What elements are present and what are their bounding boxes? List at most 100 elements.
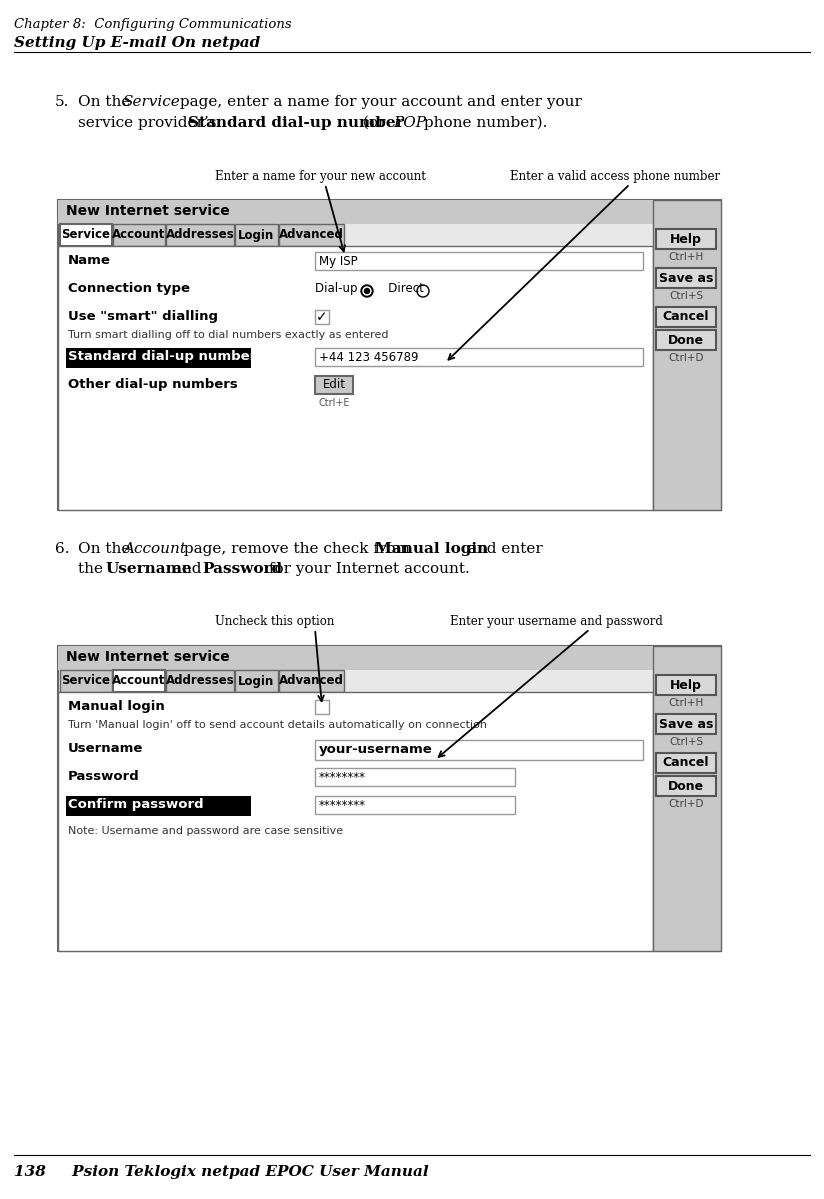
- Bar: [235, 224, 278, 246]
- Text: On the: On the: [78, 542, 135, 556]
- Text: POP: POP: [393, 116, 426, 129]
- Bar: [60, 670, 112, 692]
- Text: Ctrl+E: Ctrl+E: [319, 398, 350, 408]
- Text: phone number).: phone number).: [419, 116, 547, 131]
- Text: Advanced: Advanced: [279, 675, 344, 687]
- Text: (or: (or: [358, 116, 391, 129]
- Text: Standard dial-up number: Standard dial-up number: [188, 116, 404, 129]
- Text: and: and: [168, 562, 206, 576]
- Text: ********: ********: [319, 771, 366, 784]
- Text: Password: Password: [202, 562, 282, 576]
- Text: Name: Name: [68, 254, 111, 267]
- Text: Username: Username: [106, 562, 193, 576]
- Bar: [653, 200, 721, 510]
- Text: Username: Username: [68, 742, 143, 755]
- Text: Service: Service: [123, 95, 180, 109]
- Bar: [656, 330, 716, 350]
- Text: 6.: 6.: [55, 542, 69, 556]
- Text: Login: Login: [238, 675, 274, 687]
- Bar: [113, 224, 165, 246]
- Text: page, remove the check from: page, remove the check from: [179, 542, 414, 556]
- Bar: [656, 269, 716, 288]
- Bar: [60, 224, 112, 246]
- Bar: [279, 224, 344, 246]
- Text: Other dial-up numbers: Other dial-up numbers: [68, 378, 238, 391]
- Bar: [315, 348, 643, 366]
- Bar: [58, 200, 721, 224]
- Text: and enter: and enter: [463, 542, 543, 556]
- Text: Chapter 8:  Configuring Communications: Chapter 8: Configuring Communications: [14, 18, 292, 31]
- Bar: [656, 713, 716, 734]
- Text: Cancel: Cancel: [662, 757, 709, 770]
- Text: Account: Account: [123, 542, 186, 556]
- Bar: [315, 700, 329, 713]
- Text: ✓: ✓: [316, 311, 328, 324]
- Text: Manual login: Manual login: [68, 700, 165, 713]
- Bar: [166, 224, 234, 246]
- Text: for your Internet account.: for your Internet account.: [264, 562, 470, 576]
- Text: New Internet service: New Internet service: [66, 204, 230, 218]
- Text: Done: Done: [668, 333, 704, 347]
- Text: Setting Up E-mail On netpad: Setting Up E-mail On netpad: [14, 36, 260, 50]
- Text: Login: Login: [238, 229, 274, 241]
- Text: Ctrl+H: Ctrl+H: [668, 698, 704, 707]
- Bar: [58, 692, 653, 951]
- Text: Done: Done: [668, 779, 704, 793]
- Text: Turn smart dialling off to dial numbers exactly as entered: Turn smart dialling off to dial numbers …: [68, 330, 388, 341]
- Text: Cancel: Cancel: [662, 311, 709, 324]
- Text: service provider’s: service provider’s: [78, 116, 222, 129]
- Bar: [315, 740, 643, 760]
- Text: Account: Account: [112, 675, 166, 687]
- Bar: [279, 670, 344, 692]
- Bar: [58, 646, 721, 670]
- Text: Addresses: Addresses: [166, 675, 234, 687]
- Text: Service: Service: [62, 675, 110, 687]
- Text: Use "smart" dialling: Use "smart" dialling: [68, 311, 218, 323]
- Bar: [315, 769, 515, 787]
- Text: page, enter a name for your account and enter your: page, enter a name for your account and …: [175, 95, 582, 109]
- Text: 138     Psion Teklogix netpad EPOC User Manual: 138 Psion Teklogix netpad EPOC User Manu…: [14, 1165, 428, 1179]
- Bar: [58, 246, 653, 510]
- Bar: [315, 311, 329, 324]
- Circle shape: [361, 285, 373, 297]
- Text: your-username: your-username: [319, 743, 433, 757]
- Bar: [656, 753, 716, 773]
- Text: Manual login: Manual login: [375, 542, 489, 556]
- Bar: [653, 646, 721, 951]
- Bar: [166, 670, 234, 692]
- Text: Save as: Save as: [659, 271, 714, 284]
- Text: Connection type: Connection type: [68, 282, 190, 295]
- Text: Advanced: Advanced: [279, 229, 344, 241]
- Bar: [656, 229, 716, 249]
- Text: On the: On the: [78, 95, 135, 109]
- Bar: [315, 796, 515, 814]
- Text: Edit: Edit: [322, 379, 345, 392]
- Text: Service: Service: [62, 229, 110, 241]
- Circle shape: [364, 289, 369, 294]
- Bar: [66, 348, 251, 368]
- Text: Ctrl+D: Ctrl+D: [668, 799, 704, 809]
- Text: ********: ********: [319, 799, 366, 812]
- Text: Enter your username and password: Enter your username and password: [450, 615, 662, 628]
- Text: 5.: 5.: [55, 95, 69, 109]
- Text: Ctrl+S: Ctrl+S: [669, 737, 703, 747]
- Text: New Internet service: New Internet service: [66, 650, 230, 664]
- Bar: [315, 376, 353, 394]
- Bar: [113, 670, 165, 692]
- Text: Dial-up: Dial-up: [315, 282, 361, 295]
- Text: Ctrl+D: Ctrl+D: [668, 353, 704, 363]
- Bar: [235, 670, 278, 692]
- Text: the: the: [78, 562, 108, 576]
- Bar: [656, 675, 716, 695]
- Text: Ctrl+H: Ctrl+H: [668, 252, 704, 263]
- Text: Ctrl+S: Ctrl+S: [669, 291, 703, 301]
- Text: Help: Help: [670, 679, 702, 692]
- Text: Note: Username and password are case sensitive: Note: Username and password are case sen…: [68, 826, 343, 836]
- Text: My ISP: My ISP: [319, 255, 358, 269]
- Text: Direct: Direct: [377, 282, 424, 295]
- Bar: [58, 200, 721, 510]
- Bar: [58, 646, 721, 951]
- Text: Standard dial-up number: Standard dial-up number: [68, 350, 256, 363]
- Text: Confirm password: Confirm password: [68, 799, 204, 811]
- Text: +44 123 456789: +44 123 456789: [319, 351, 419, 364]
